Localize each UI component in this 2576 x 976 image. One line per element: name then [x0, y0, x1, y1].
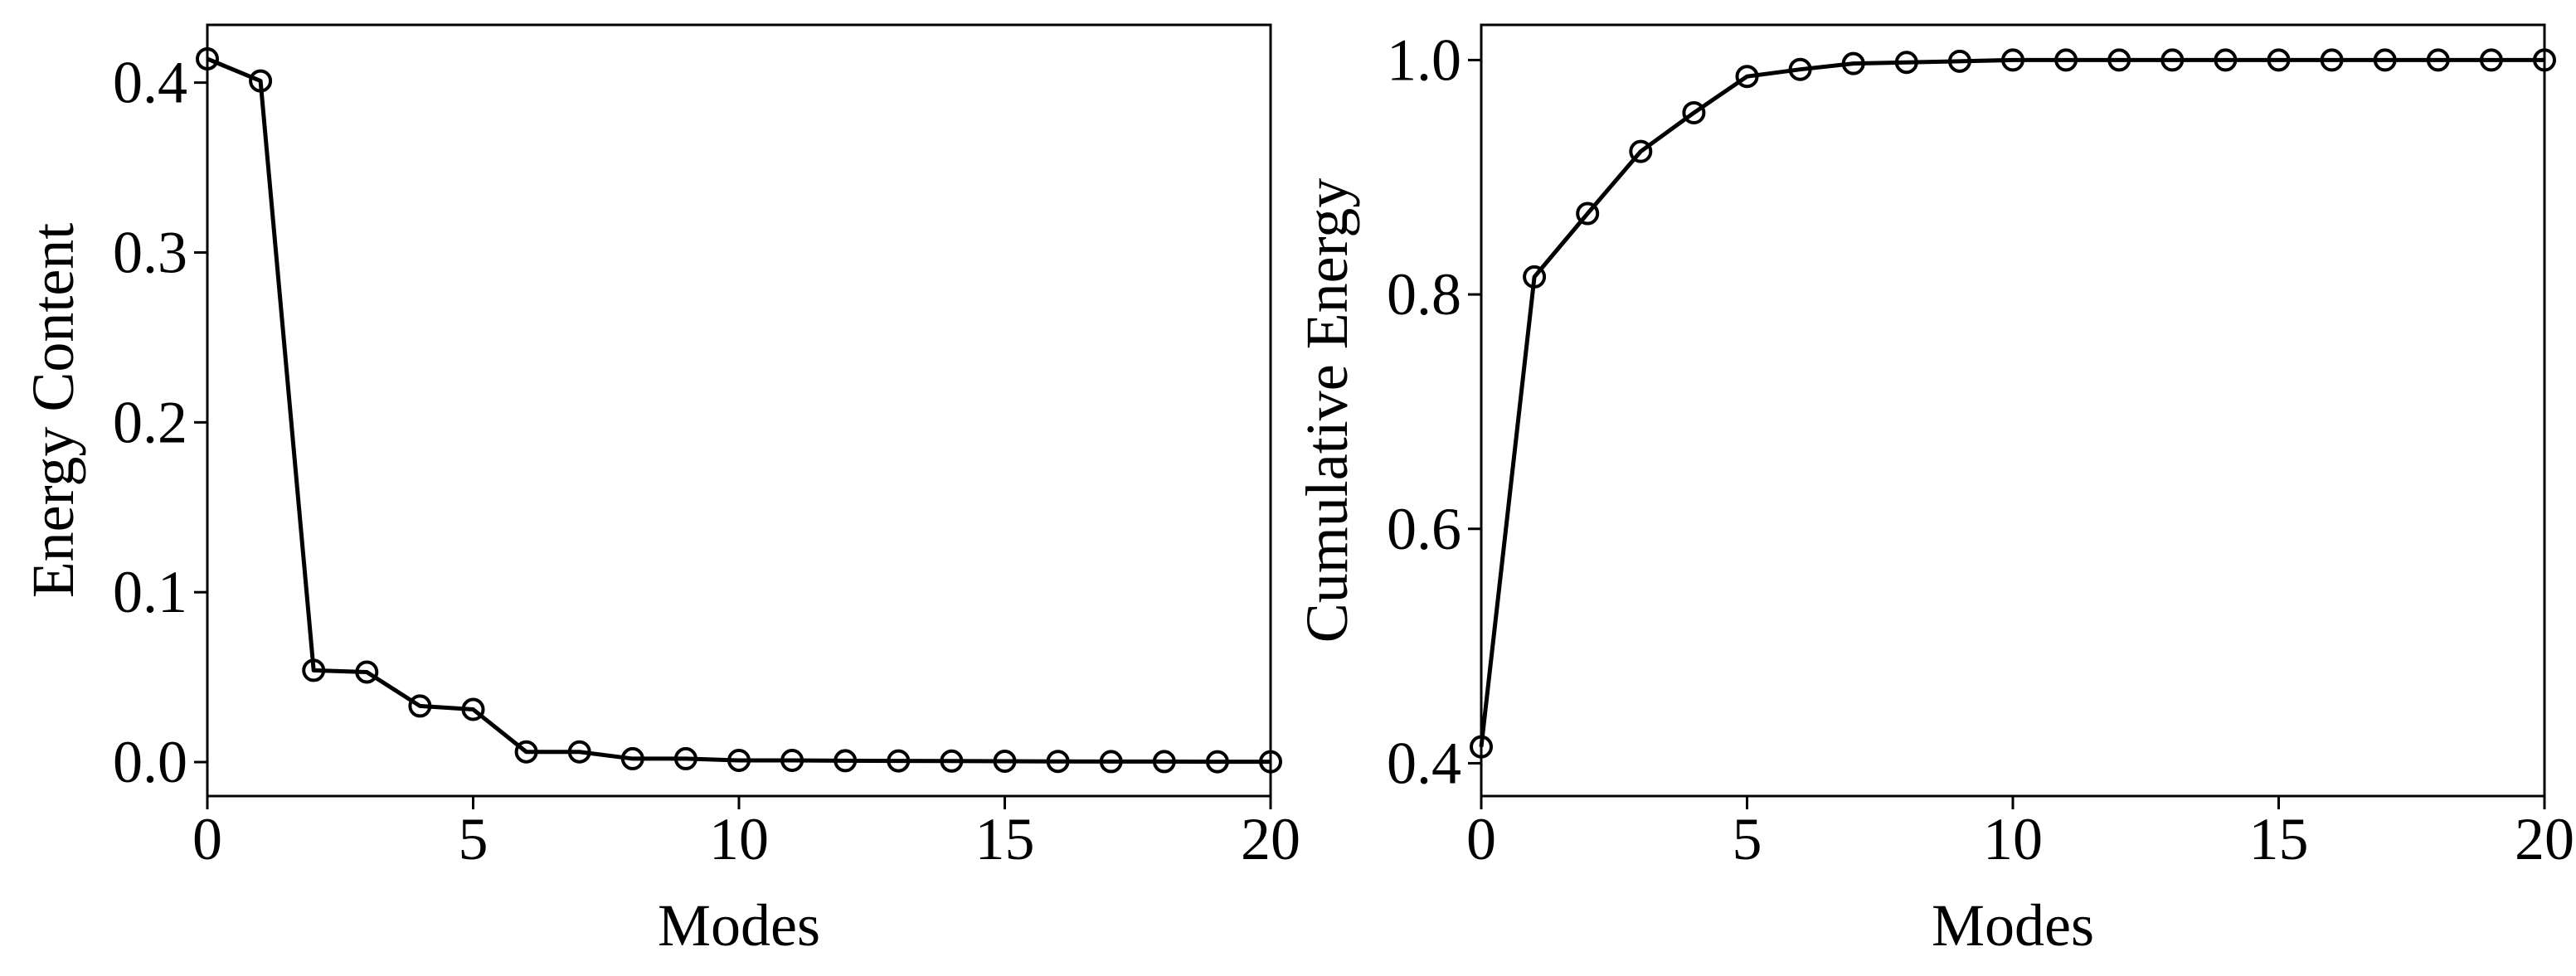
y-axis-label: Energy Content [20, 223, 86, 599]
data-point [408, 694, 432, 718]
data-point [2320, 48, 2344, 72]
x-tick-label: 15 [975, 806, 1035, 872]
data-point [1947, 49, 1971, 73]
data-point [1841, 51, 1865, 75]
y-tick-label: 0.1 [113, 559, 187, 625]
axes-frame [206, 23, 1272, 798]
data-point [727, 748, 751, 772]
x-tick-label: 10 [1983, 806, 2043, 872]
data-point [1576, 202, 1600, 226]
x-tick-label: 20 [1241, 806, 1300, 872]
data-point [1894, 51, 1918, 75]
y-tick-label: 0.0 [113, 729, 187, 795]
data-point [1152, 750, 1176, 774]
y-axis-label: Cumulative Energy [1294, 178, 1360, 643]
x-tick-label: 5 [459, 806, 488, 872]
data-point [2107, 48, 2131, 72]
y-tick-label: 0.8 [1387, 261, 1461, 328]
data-point [567, 740, 591, 764]
data-point [887, 749, 911, 773]
data-point [993, 750, 1017, 774]
data-point [514, 740, 538, 764]
data-point [940, 749, 964, 773]
x-axis-label: Modes [658, 892, 820, 959]
x-axis-label: Modes [1932, 892, 2094, 959]
data-point [1629, 139, 1653, 163]
x-tick-label: 5 [1733, 806, 1762, 872]
y-tick-label: 0.4 [1387, 730, 1461, 796]
data-point [1099, 750, 1123, 774]
y-tick-label: 0.4 [113, 50, 187, 116]
y-tick-label: 0.3 [113, 219, 187, 285]
data-point [2426, 48, 2450, 72]
x-tick-label: 10 [709, 806, 769, 872]
data-point [1046, 750, 1070, 774]
data-point [1682, 101, 1706, 125]
y-tick-label: 1.0 [1387, 27, 1461, 93]
data-point [834, 749, 858, 773]
data-point [1205, 750, 1229, 774]
data-point [673, 746, 697, 770]
data-point [2054, 48, 2078, 72]
x-tick-label: 20 [2515, 806, 2574, 872]
data-point [1735, 65, 1759, 89]
y-tick-label: 0.6 [1387, 496, 1461, 562]
x-tick-label: 0 [192, 806, 222, 872]
data-point [620, 746, 644, 770]
data-point [2001, 48, 2024, 72]
x-tick-label: 0 [1466, 806, 1496, 872]
data-point [2373, 48, 2397, 72]
data-point [2267, 48, 2291, 72]
data-point [355, 660, 379, 684]
data-line [207, 56, 1271, 765]
data-point [2160, 48, 2185, 72]
data-point [780, 748, 804, 772]
data-line [1479, 57, 2544, 747]
y-tick-label: 0.2 [113, 389, 187, 455]
x-tick-label: 15 [2249, 806, 2309, 872]
data-point [2479, 48, 2503, 72]
axes-frame [1480, 23, 2546, 798]
data-point [1523, 265, 1547, 289]
data-point [302, 658, 326, 682]
data-point [1788, 57, 1812, 81]
data-point [249, 69, 273, 93]
data-point [2214, 48, 2238, 72]
data-point [461, 697, 485, 721]
